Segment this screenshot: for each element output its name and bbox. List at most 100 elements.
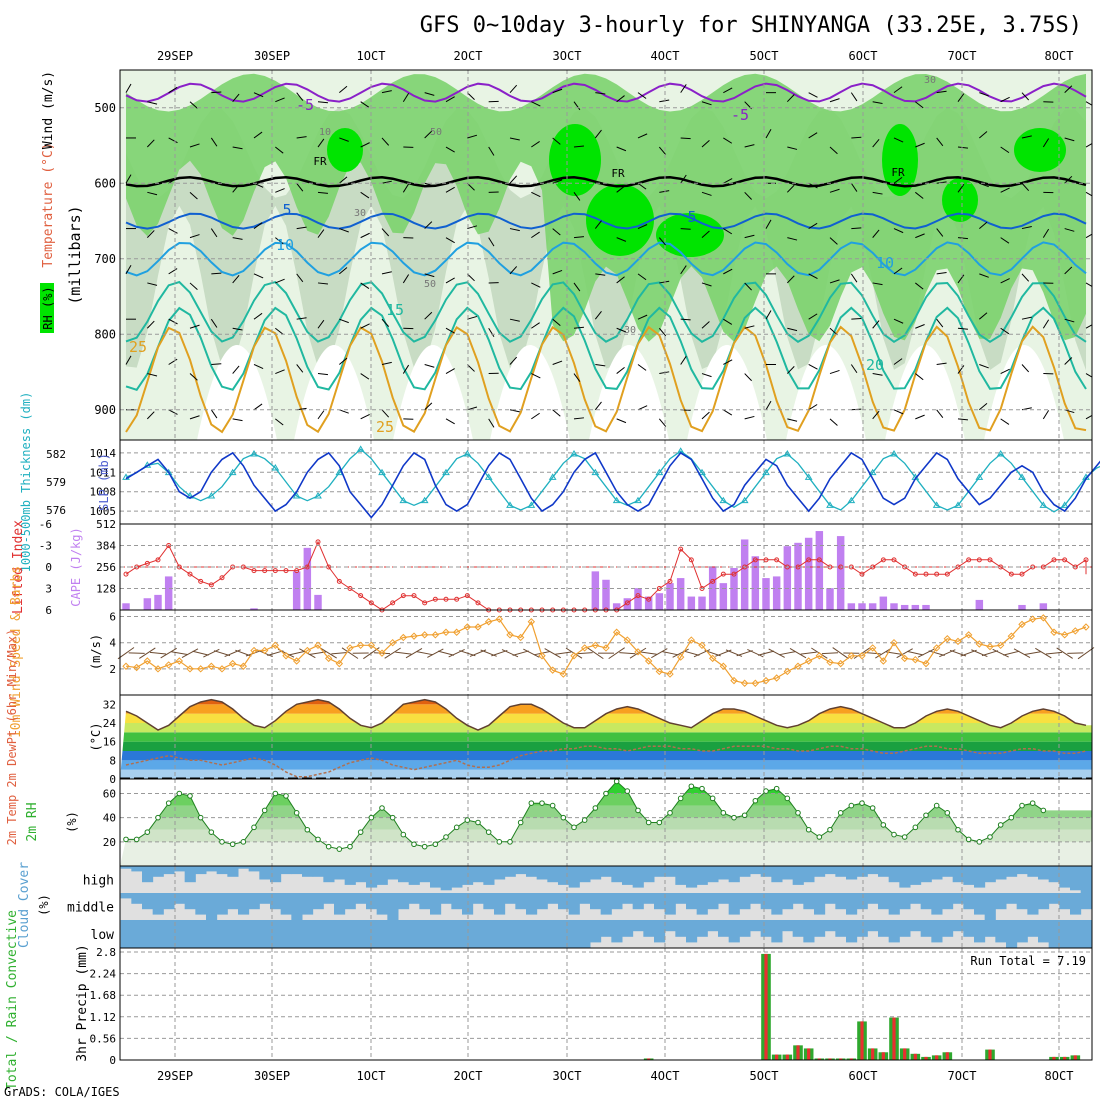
wind-barb bbox=[210, 137, 218, 147]
rh-saturated-cell bbox=[327, 128, 363, 172]
cape-tick: 384 bbox=[96, 540, 116, 553]
wind-barb bbox=[851, 317, 862, 320]
wind-barb bbox=[723, 178, 733, 184]
lifted-index-point bbox=[635, 593, 641, 599]
cape-bar bbox=[303, 547, 312, 610]
wind-barb bbox=[744, 415, 755, 420]
wind-barb bbox=[872, 282, 883, 286]
cloud-bar bbox=[600, 893, 612, 915]
cape-bar bbox=[826, 588, 834, 610]
wind-barb bbox=[146, 139, 155, 148]
wind-barb bbox=[232, 93, 240, 103]
wind-barb bbox=[1021, 92, 1030, 101]
wind-barb bbox=[915, 373, 924, 381]
precip-convective-bar bbox=[647, 1058, 651, 1060]
wind-barb bbox=[616, 418, 627, 424]
wind-barb bbox=[1085, 142, 1092, 148]
wind-barb bbox=[125, 83, 132, 93]
li-tick: -3 bbox=[39, 540, 52, 553]
cape-bar bbox=[591, 571, 600, 610]
cloud-bar bbox=[632, 893, 644, 910]
wind-barb bbox=[1067, 652, 1084, 654]
wind-barb bbox=[360, 282, 370, 289]
wind-barb bbox=[659, 190, 670, 193]
wind-barb bbox=[531, 141, 540, 148]
lifted-index-point bbox=[923, 571, 929, 577]
cloud-bar bbox=[632, 920, 644, 932]
wind-barb bbox=[381, 137, 390, 146]
wind-speed-point bbox=[602, 644, 610, 652]
rh-point bbox=[955, 826, 961, 833]
rh-tick: 40 bbox=[103, 812, 116, 825]
cloud-level-label: low bbox=[91, 928, 115, 943]
wind-barb bbox=[573, 326, 584, 329]
cloud-bar bbox=[750, 893, 762, 904]
cloud-bar bbox=[387, 893, 399, 920]
cloud-bar bbox=[814, 920, 826, 937]
wind-speed-point bbox=[1082, 623, 1090, 631]
thickness-point bbox=[655, 468, 664, 476]
cloud-bar bbox=[387, 920, 399, 948]
cloud-bar bbox=[526, 866, 538, 877]
cloud-bar bbox=[376, 893, 388, 915]
li-axis-label: Lifted Index bbox=[11, 520, 26, 614]
wind-barb bbox=[405, 648, 423, 659]
temp-unit-label: (°C) bbox=[89, 723, 103, 752]
wind-barb bbox=[253, 92, 264, 98]
cloud-bar bbox=[291, 866, 303, 875]
cloud-bar bbox=[302, 893, 314, 915]
wind-barb bbox=[317, 373, 328, 376]
wind-barb bbox=[1021, 273, 1030, 282]
cloud-bar bbox=[131, 893, 143, 904]
wind-speed-point bbox=[314, 641, 322, 650]
wind-speed-point bbox=[815, 652, 824, 660]
temperature-axis-label: Temperature (°C) bbox=[41, 142, 56, 267]
cloud-bar bbox=[280, 893, 292, 915]
wind-speed-point bbox=[922, 659, 930, 668]
wind-speed-point bbox=[900, 654, 909, 663]
cloud-bar bbox=[931, 920, 943, 943]
rh-point bbox=[837, 810, 844, 816]
wind-barb bbox=[531, 282, 541, 288]
lifted-index-point bbox=[1083, 557, 1089, 563]
thickness-tick: 576 bbox=[46, 504, 66, 517]
cloud-bar bbox=[366, 893, 378, 910]
cloud-bar bbox=[760, 866, 772, 877]
wind-speed-point bbox=[506, 631, 514, 639]
wind-speed-point bbox=[1007, 632, 1016, 640]
li-tick: 3 bbox=[45, 583, 52, 596]
wind-barb bbox=[402, 183, 410, 193]
cloud-bar bbox=[984, 920, 996, 937]
cloud-bar bbox=[718, 893, 730, 904]
wind-barb bbox=[210, 318, 218, 328]
precip-convective-bar bbox=[828, 1058, 832, 1060]
wind-barb bbox=[253, 273, 264, 279]
cloud-bar bbox=[952, 893, 964, 904]
wind-speed-point bbox=[463, 623, 472, 631]
wind-barb bbox=[512, 650, 529, 656]
wind-barb bbox=[232, 274, 240, 284]
cloud-bar bbox=[142, 866, 154, 883]
wind-barb bbox=[979, 364, 989, 369]
rh-band bbox=[120, 829, 1092, 842]
thickness-point bbox=[847, 496, 856, 504]
cloud-bar bbox=[974, 866, 986, 888]
wind-barb bbox=[317, 229, 325, 238]
cloud-bar bbox=[206, 866, 218, 872]
wind-speed-point bbox=[1060, 631, 1069, 639]
rh-point bbox=[272, 790, 279, 797]
wind-barb bbox=[1000, 418, 1010, 425]
wind-barb bbox=[779, 651, 796, 656]
freezing-level-label: FR bbox=[313, 155, 327, 168]
lifted-index-point bbox=[710, 578, 716, 584]
temperature-contour-label: 15 bbox=[386, 301, 404, 319]
cloud-bar bbox=[782, 866, 794, 880]
cape-bar bbox=[772, 576, 781, 610]
wind-barb bbox=[928, 650, 945, 656]
cloud-bar bbox=[1027, 893, 1039, 915]
temperature-contour bbox=[125, 280, 1087, 343]
lifted-index-point bbox=[678, 546, 684, 552]
wind-barb bbox=[467, 134, 478, 139]
slp-tick: 1011 bbox=[90, 466, 117, 479]
cloud-bar bbox=[942, 920, 954, 937]
